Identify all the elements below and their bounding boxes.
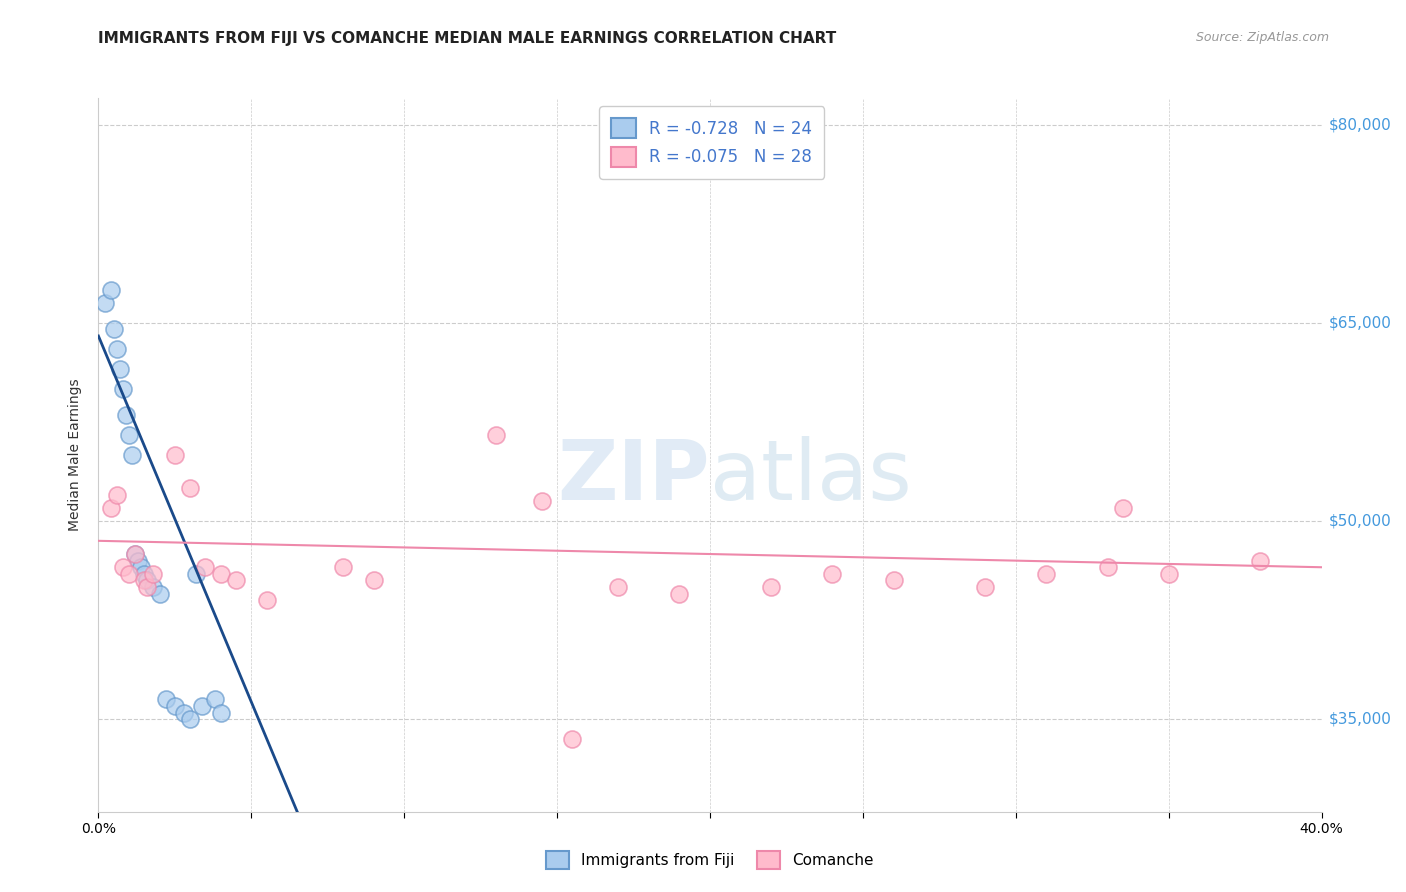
Point — [209, 566, 232, 581]
Text: $65,000: $65,000 — [1329, 315, 1392, 330]
Point — [136, 580, 159, 594]
Point — [225, 574, 247, 588]
Point — [100, 283, 122, 297]
Point — [332, 560, 354, 574]
Point — [191, 698, 214, 713]
Point — [163, 448, 186, 462]
Point — [883, 574, 905, 588]
Point — [607, 580, 630, 594]
Point — [204, 692, 226, 706]
Point — [142, 566, 165, 581]
Point — [105, 487, 128, 501]
Point — [124, 547, 146, 561]
Point — [256, 593, 278, 607]
Point — [121, 448, 143, 462]
Point — [759, 580, 782, 594]
Point — [179, 481, 201, 495]
Point — [124, 547, 146, 561]
Point — [155, 692, 177, 706]
Point — [485, 428, 508, 442]
Point — [1112, 500, 1135, 515]
Text: IMMIGRANTS FROM FIJI VS COMANCHE MEDIAN MALE EARNINGS CORRELATION CHART: IMMIGRANTS FROM FIJI VS COMANCHE MEDIAN … — [98, 31, 837, 46]
Text: $50,000: $50,000 — [1329, 514, 1392, 528]
Point — [363, 574, 385, 588]
Point — [118, 566, 141, 581]
Point — [118, 428, 141, 442]
Text: $80,000: $80,000 — [1329, 117, 1392, 132]
Point — [100, 500, 122, 515]
Point — [105, 342, 128, 356]
Point — [561, 732, 583, 747]
Point — [1035, 566, 1057, 581]
Point — [974, 580, 997, 594]
Point — [134, 574, 156, 588]
Point — [179, 712, 201, 726]
Point — [163, 698, 186, 713]
Point — [821, 566, 844, 581]
Point — [136, 574, 159, 588]
Point — [129, 560, 152, 574]
Point — [142, 580, 165, 594]
Point — [134, 566, 156, 581]
Point — [111, 560, 134, 574]
Text: atlas: atlas — [710, 436, 911, 516]
Point — [186, 566, 208, 581]
Text: ZIP: ZIP — [558, 436, 710, 516]
Legend: Immigrants from Fiji, Comanche: Immigrants from Fiji, Comanche — [540, 845, 880, 875]
Text: $35,000: $35,000 — [1329, 712, 1392, 727]
Y-axis label: Median Male Earnings: Median Male Earnings — [67, 378, 82, 532]
Point — [103, 322, 125, 336]
Point — [530, 494, 553, 508]
Point — [173, 706, 195, 720]
Point — [1157, 566, 1180, 581]
Text: Source: ZipAtlas.com: Source: ZipAtlas.com — [1195, 31, 1329, 45]
Point — [127, 554, 149, 568]
Point — [149, 587, 172, 601]
Point — [668, 587, 690, 601]
Point — [93, 296, 115, 310]
Point — [111, 382, 134, 396]
Point — [194, 560, 217, 574]
Point — [1097, 560, 1119, 574]
Point — [108, 362, 131, 376]
Point — [115, 409, 138, 423]
Point — [1249, 554, 1271, 568]
Point — [209, 706, 232, 720]
